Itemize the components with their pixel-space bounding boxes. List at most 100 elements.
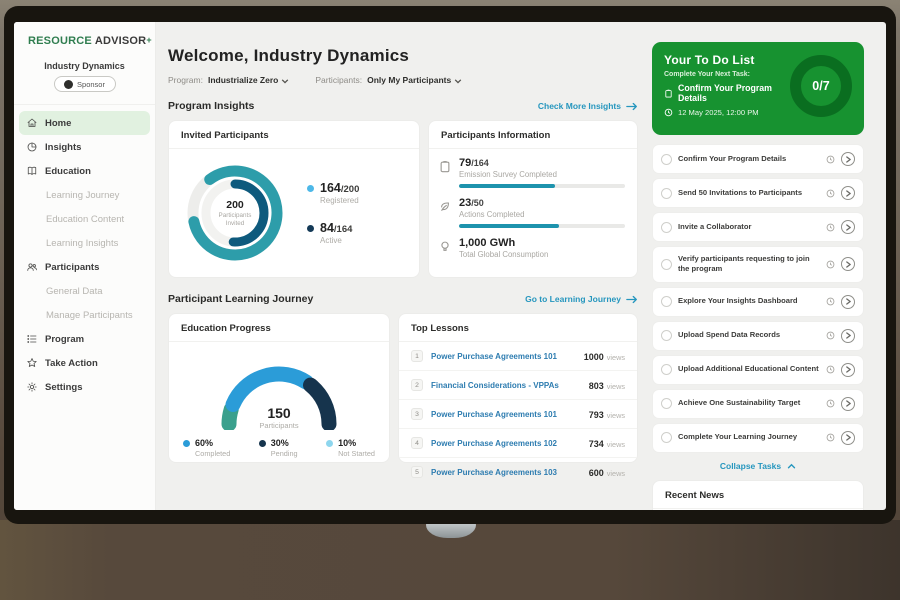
sponsor-badge[interactable]: Sponsor (53, 76, 116, 92)
clipboard-icon (440, 161, 450, 173)
filters-row: Program: Industrialize Zero Participants:… (168, 75, 638, 85)
chevron-down-icon (278, 75, 289, 85)
book-icon (27, 166, 37, 175)
task-row[interactable]: Invite a Collaborator (652, 212, 864, 242)
task-clock-icon (826, 433, 835, 442)
stat-actions-completed: 23/50 Actions Completed (439, 197, 625, 228)
sidebar-item-learning-insights[interactable]: Learning Insights (46, 237, 119, 249)
task-row[interactable]: Verify participants requesting to join t… (652, 246, 864, 283)
take-action-icon (27, 358, 37, 367)
task-clock-icon (826, 297, 835, 306)
program-filter[interactable]: Program: Industrialize Zero (168, 75, 289, 85)
arrow-right-icon (626, 102, 637, 110)
task-row[interactable]: Upload Spend Data Records (652, 320, 864, 351)
legend-pending: 30% Pending (258, 438, 298, 458)
lesson-row[interactable]: 5 Power Purchase Agreements 103 600 views (399, 458, 637, 486)
task-open-button[interactable] (841, 362, 855, 377)
invited-participants-donut-chart: 200 Participants Invited (179, 157, 291, 269)
task-row[interactable]: Explore Your Insights Dashboard (652, 286, 864, 317)
chevron-down-icon (451, 75, 462, 85)
section-title-program-insights: Program Insights (168, 100, 255, 112)
pending-dot-icon (258, 440, 266, 447)
insights-icon (27, 142, 37, 152)
sidebar-item-participants[interactable]: Participants (14, 255, 155, 279)
todo-summary-card: Your To Do List Complete Your Next Task:… (652, 42, 864, 135)
sidebar-item-program[interactable]: Program (14, 327, 155, 351)
task-open-button[interactable] (841, 328, 855, 343)
task-open-button[interactable] (841, 430, 855, 445)
task-clock-icon (826, 365, 835, 374)
chevron-up-icon (787, 463, 796, 468)
task-checkbox[interactable] (661, 187, 672, 199)
task-checkbox[interactable] (661, 153, 672, 165)
sidebar-item-education[interactable]: Education (14, 159, 155, 183)
task-open-button[interactable] (841, 220, 855, 234)
task-row[interactable]: Send 50 Invitations to Participants (652, 178, 864, 208)
sidebar-item-settings[interactable]: Settings (14, 375, 155, 399)
home-icon (27, 118, 37, 127)
task-clock-icon (826, 223, 835, 232)
org-name: Industry Dynamics (44, 61, 125, 71)
task-open-button[interactable] (841, 294, 855, 309)
task-open-button[interactable] (841, 396, 855, 411)
task-open-button[interactable] (841, 257, 855, 272)
todo-panel: Your To Do List Complete Your Next Task:… (652, 22, 864, 510)
sidebar-item-insights[interactable]: Insights (14, 135, 155, 159)
collapse-tasks-link[interactable]: Collapse Tasks (652, 461, 864, 471)
bulb-icon (441, 241, 449, 251)
education-progress-gauge-chart: 150 Participants (204, 352, 354, 432)
sidebar-item-manage-participants[interactable]: Manage Participants (46, 309, 133, 321)
legend-active: 84/164 Active (307, 221, 359, 245)
completed-dot-icon (183, 440, 190, 447)
task-clock-icon (826, 260, 835, 269)
task-checkbox[interactable] (661, 221, 672, 233)
sidebar-item-take-action[interactable]: Take Action (14, 351, 155, 375)
sponsor-icon (64, 79, 74, 89)
clock-icon (664, 108, 673, 117)
gear-icon (27, 382, 37, 392)
sidebar-item-home[interactable]: Home (19, 111, 150, 135)
participants-icon (27, 263, 37, 271)
education-progress-card: Education Progress 150 Participants (168, 313, 390, 463)
task-checkbox[interactable] (661, 364, 672, 375)
not-started-dot-icon (326, 440, 334, 447)
active-dot-icon (307, 225, 314, 232)
lesson-row[interactable]: 3 Power Purchase Agreements 101 793 views (399, 400, 637, 429)
actions-icon (441, 202, 449, 212)
go-to-learning-journey-link[interactable]: Go to Learning Journey (525, 294, 638, 304)
actions-progress-bar (459, 224, 625, 228)
participants-filter[interactable]: Participants: Only My Participants (315, 75, 462, 85)
lesson-row[interactable]: 4 Power Purchase Agreements 102 734 views (399, 429, 637, 458)
task-checkbox[interactable] (661, 432, 672, 443)
section-title-learning-journey: Participant Learning Journey (168, 293, 314, 305)
invited-participants-card: Invited Participants 200 Participants In… (168, 120, 420, 278)
arrow-right-icon (626, 295, 637, 303)
page-title: Welcome, Industry Dynamics (168, 46, 410, 65)
list-icon (27, 335, 37, 343)
task-checkbox[interactable] (661, 296, 672, 307)
todo-progress-ring: 0/7 (790, 55, 852, 117)
sidebar-item-learning-journey[interactable]: Learning Journey (46, 189, 120, 201)
dashboard-screen: RESOURCE ADVISOR+ Industry Dynamics Spon… (14, 22, 886, 510)
legend-not-started: 10% Not Started (326, 438, 375, 458)
task-checkbox[interactable] (661, 258, 672, 270)
task-row[interactable]: Upload Additional Educational Content (652, 354, 864, 385)
sidebar-item-general-data[interactable]: General Data (46, 285, 103, 297)
task-open-button[interactable] (841, 186, 855, 200)
sidebar-nav: Home Insights Education Learning Journey… (14, 104, 155, 399)
task-clock-icon (826, 399, 835, 408)
lesson-row[interactable]: 1 Power Purchase Agreements 101 1000 view… (399, 342, 637, 371)
participants-information-card: Participants Information 79/164 Emission… (428, 120, 638, 278)
legend-completed: 60% Completed (183, 438, 230, 458)
sidebar-item-education-content[interactable]: Education Content (46, 213, 125, 225)
task-open-button[interactable] (841, 152, 855, 166)
task-row[interactable]: Complete Your Learning Journey (652, 422, 864, 453)
task-row[interactable]: Achieve One Sustainability Target (652, 388, 864, 419)
check-more-insights-link[interactable]: Check More Insights (538, 101, 638, 111)
task-row[interactable]: Confirm Your Program Details (652, 144, 864, 174)
app-logo: RESOURCE ADVISOR+ (28, 35, 152, 47)
task-clock-icon (826, 331, 835, 340)
task-checkbox[interactable] (661, 398, 672, 409)
task-checkbox[interactable] (661, 330, 672, 341)
lesson-row[interactable]: 2 Financial Considerations - VPPAs 803 vi… (399, 371, 637, 400)
